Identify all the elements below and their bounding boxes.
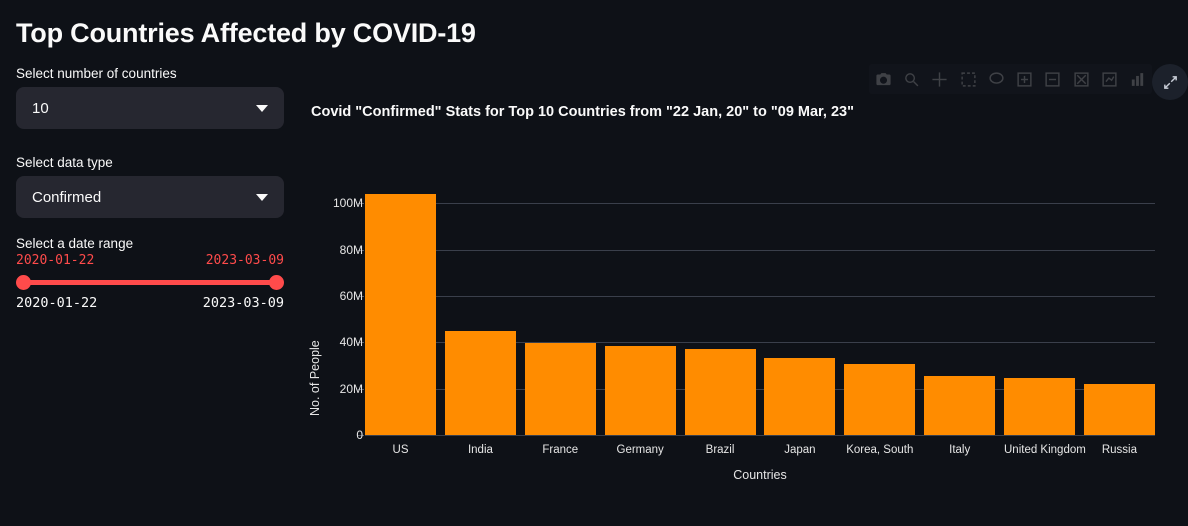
chevron-down-icon <box>256 104 268 112</box>
bar-slot <box>924 180 996 435</box>
slider-bounds: 2020-01-22 2023-03-09 <box>16 295 284 311</box>
y-axis-tick-mark <box>358 388 364 390</box>
bar[interactable] <box>604 346 676 435</box>
chart-panel: Covid "Confirmed" Stats for Top 10 Count… <box>300 96 1188 516</box>
y-axis-tick-mark <box>358 342 364 344</box>
date-range-slider[interactable]: 2020-01-22 2023-03-09 2020-01-22 2023-03… <box>16 253 284 311</box>
zoom-out-icon[interactable] <box>1044 71 1061 88</box>
plot-toolbar[interactable] <box>869 64 1152 94</box>
bar[interactable] <box>1083 383 1155 435</box>
bar[interactable] <box>764 357 836 435</box>
zoom-in-icon[interactable] <box>1016 71 1033 88</box>
gridline <box>365 295 1155 297</box>
slider-max-label: 2023-03-09 <box>202 295 284 311</box>
box-zoom-icon[interactable] <box>960 71 977 88</box>
chart-title: Covid "Confirmed" Stats for Top 10 Count… <box>311 104 854 120</box>
data-type-value: Confirmed <box>32 188 102 206</box>
y-axis-tick-mark <box>358 249 364 251</box>
gridline <box>365 342 1155 344</box>
bar[interactable] <box>684 349 756 435</box>
bar-chart-icon[interactable] <box>1129 71 1146 88</box>
bar-slot <box>764 180 836 435</box>
x-axis-tick-label: US <box>392 444 409 456</box>
y-axis-tick-label: 20M <box>339 381 363 396</box>
slider-track[interactable] <box>16 271 284 293</box>
data-type-select[interactable]: Confirmed <box>16 176 284 218</box>
reset-icon[interactable] <box>1073 71 1090 88</box>
slider-min-label: 2020-01-22 <box>16 295 98 311</box>
bar-series <box>365 180 1155 435</box>
bar-chart[interactable]: No. of People 0 20M 40M 60M 80M 100M US India F… <box>300 176 1160 526</box>
plot-area: 0 20M 40M 60M 80M 100M <box>333 180 1155 442</box>
slider-handle-start[interactable] <box>16 275 31 290</box>
slider-selected-end: 2023-03-09 <box>205 253 284 268</box>
bar[interactable] <box>1004 378 1076 435</box>
slider-handle-end[interactable] <box>269 275 284 290</box>
x-axis-tick-label: United Kingdom <box>1004 444 1086 456</box>
controls-panel: Select number of countries 10 Select dat… <box>0 66 300 311</box>
gridline <box>365 249 1155 251</box>
date-range-label: Select a date range <box>16 236 134 251</box>
bar[interactable] <box>924 375 996 435</box>
chevron-down-icon <box>256 193 268 201</box>
y-axis-tick-label: 60M <box>339 288 363 303</box>
slider-rail <box>22 280 278 285</box>
x-axis-tick-label: Korea, South <box>846 444 914 456</box>
gridline <box>365 388 1155 390</box>
x-axis-tick-label: Germany <box>616 444 664 456</box>
gridline <box>365 203 1155 205</box>
page-title: Top Countries Affected by COVID-19 <box>16 18 476 48</box>
x-axis-tick-label: Russia <box>1101 444 1137 456</box>
country-count-label: Select number of countries <box>16 66 177 81</box>
y-axis-tick-mark <box>358 295 364 297</box>
country-count-select[interactable]: 10 <box>16 87 284 129</box>
bar-slot <box>1083 180 1155 435</box>
fullscreen-expand-icon <box>1163 75 1177 89</box>
y-axis-tick-label: 100M <box>332 196 363 211</box>
bar[interactable] <box>444 331 516 435</box>
bar-slot <box>444 180 516 435</box>
y-axis-tick-label: 0 <box>356 428 363 442</box>
lasso-select-icon[interactable] <box>988 71 1005 88</box>
bar-slot <box>524 180 596 435</box>
x-axis-tick-labels: US India France Germany Brazil Japan Korea, So… <box>365 444 1155 456</box>
y-axis-tick-label: 80M <box>339 242 363 257</box>
fullscreen-expand-button[interactable] <box>1152 64 1188 100</box>
y-axis-tick-mark <box>358 435 364 436</box>
bar[interactable] <box>524 343 596 435</box>
x-axis-title: Countries <box>733 468 787 482</box>
bar[interactable] <box>844 364 916 435</box>
x-axis-tick-label: Japan <box>784 444 816 456</box>
y-axis-tick-mark <box>358 203 364 205</box>
slider-selected-start: 2020-01-22 <box>16 253 95 268</box>
bar[interactable] <box>365 194 437 435</box>
bar-slot <box>844 180 916 435</box>
x-axis-tick-label: India <box>467 444 493 456</box>
pan-icon[interactable] <box>931 71 948 88</box>
zoom-icon[interactable] <box>903 71 920 88</box>
data-type-label: Select data type <box>16 155 113 170</box>
country-count-value: 10 <box>32 99 49 117</box>
y-axis-title: No. of People <box>308 340 322 416</box>
x-axis-tick-label: France <box>542 444 579 456</box>
bar-slot <box>1004 180 1076 435</box>
bar-slot <box>684 180 756 435</box>
gridline <box>365 435 1155 436</box>
y-axis-tick-label: 40M <box>339 335 363 350</box>
x-axis-tick-label: Italy <box>949 444 971 456</box>
x-axis-tick-label: Brazil <box>705 444 735 456</box>
bar-slot <box>604 180 676 435</box>
slider-selected-values: 2020-01-22 2023-03-09 <box>16 253 284 268</box>
bar-slot <box>365 180 437 435</box>
autoscale-icon[interactable] <box>1101 71 1118 88</box>
camera-icon[interactable] <box>875 71 892 88</box>
